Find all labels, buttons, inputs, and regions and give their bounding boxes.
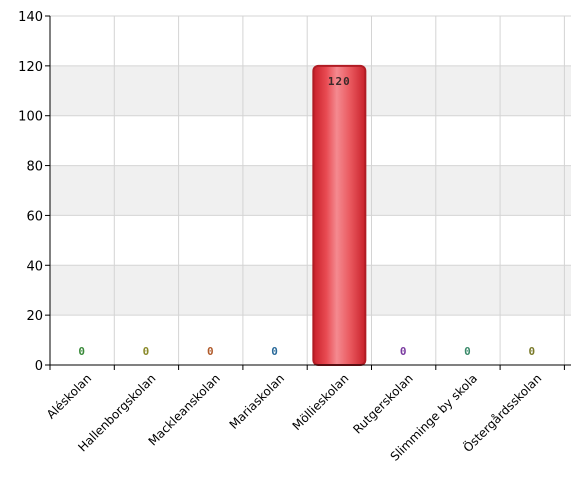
grid-band	[50, 65, 571, 116]
x-category-label: Rutgerskolan	[350, 371, 415, 436]
y-tick-label: 100	[18, 110, 43, 125]
data-label: 0	[78, 345, 86, 358]
grid-band	[50, 215, 571, 266]
data-label: 0	[143, 345, 151, 358]
vertical-gridlines	[113, 16, 565, 365]
y-axis-ticks: 0 20 40 60 80 100 120 140	[18, 10, 50, 374]
y-tick-label: 0	[35, 359, 43, 374]
grid-band	[50, 165, 571, 216]
grid-band	[50, 16, 571, 66]
axes	[45, 16, 571, 370]
y-tick-label: 120	[18, 60, 43, 75]
y-tick-label: 80	[26, 160, 43, 175]
y-tick-label: 60	[26, 209, 43, 224]
data-label: 0	[400, 345, 408, 358]
data-label: 0	[271, 345, 279, 358]
x-category-label: Mackleanskolan	[146, 371, 223, 448]
y-tick-label: 40	[26, 259, 43, 274]
data-label: 0	[207, 345, 215, 358]
grid-band	[50, 315, 571, 365]
x-category-label: Möllieskolan	[290, 371, 352, 433]
grid-band	[50, 265, 571, 316]
data-label: 0	[528, 345, 536, 358]
bars	[312, 64, 367, 366]
data-label: 0	[464, 345, 472, 358]
bar-Möllieskolan	[312, 64, 367, 366]
data-labels: 0 0 0 0 120 0 0 0	[78, 75, 536, 358]
x-category-label: Aléskolan	[44, 371, 94, 421]
y-tick-label: 20	[26, 309, 43, 324]
x-category-label: Mariaskolan	[227, 371, 288, 432]
data-label: 120	[328, 75, 351, 88]
plot-background-bands	[50, 15, 571, 366]
y-tick-label: 140	[18, 10, 43, 25]
grid-band	[50, 115, 571, 166]
